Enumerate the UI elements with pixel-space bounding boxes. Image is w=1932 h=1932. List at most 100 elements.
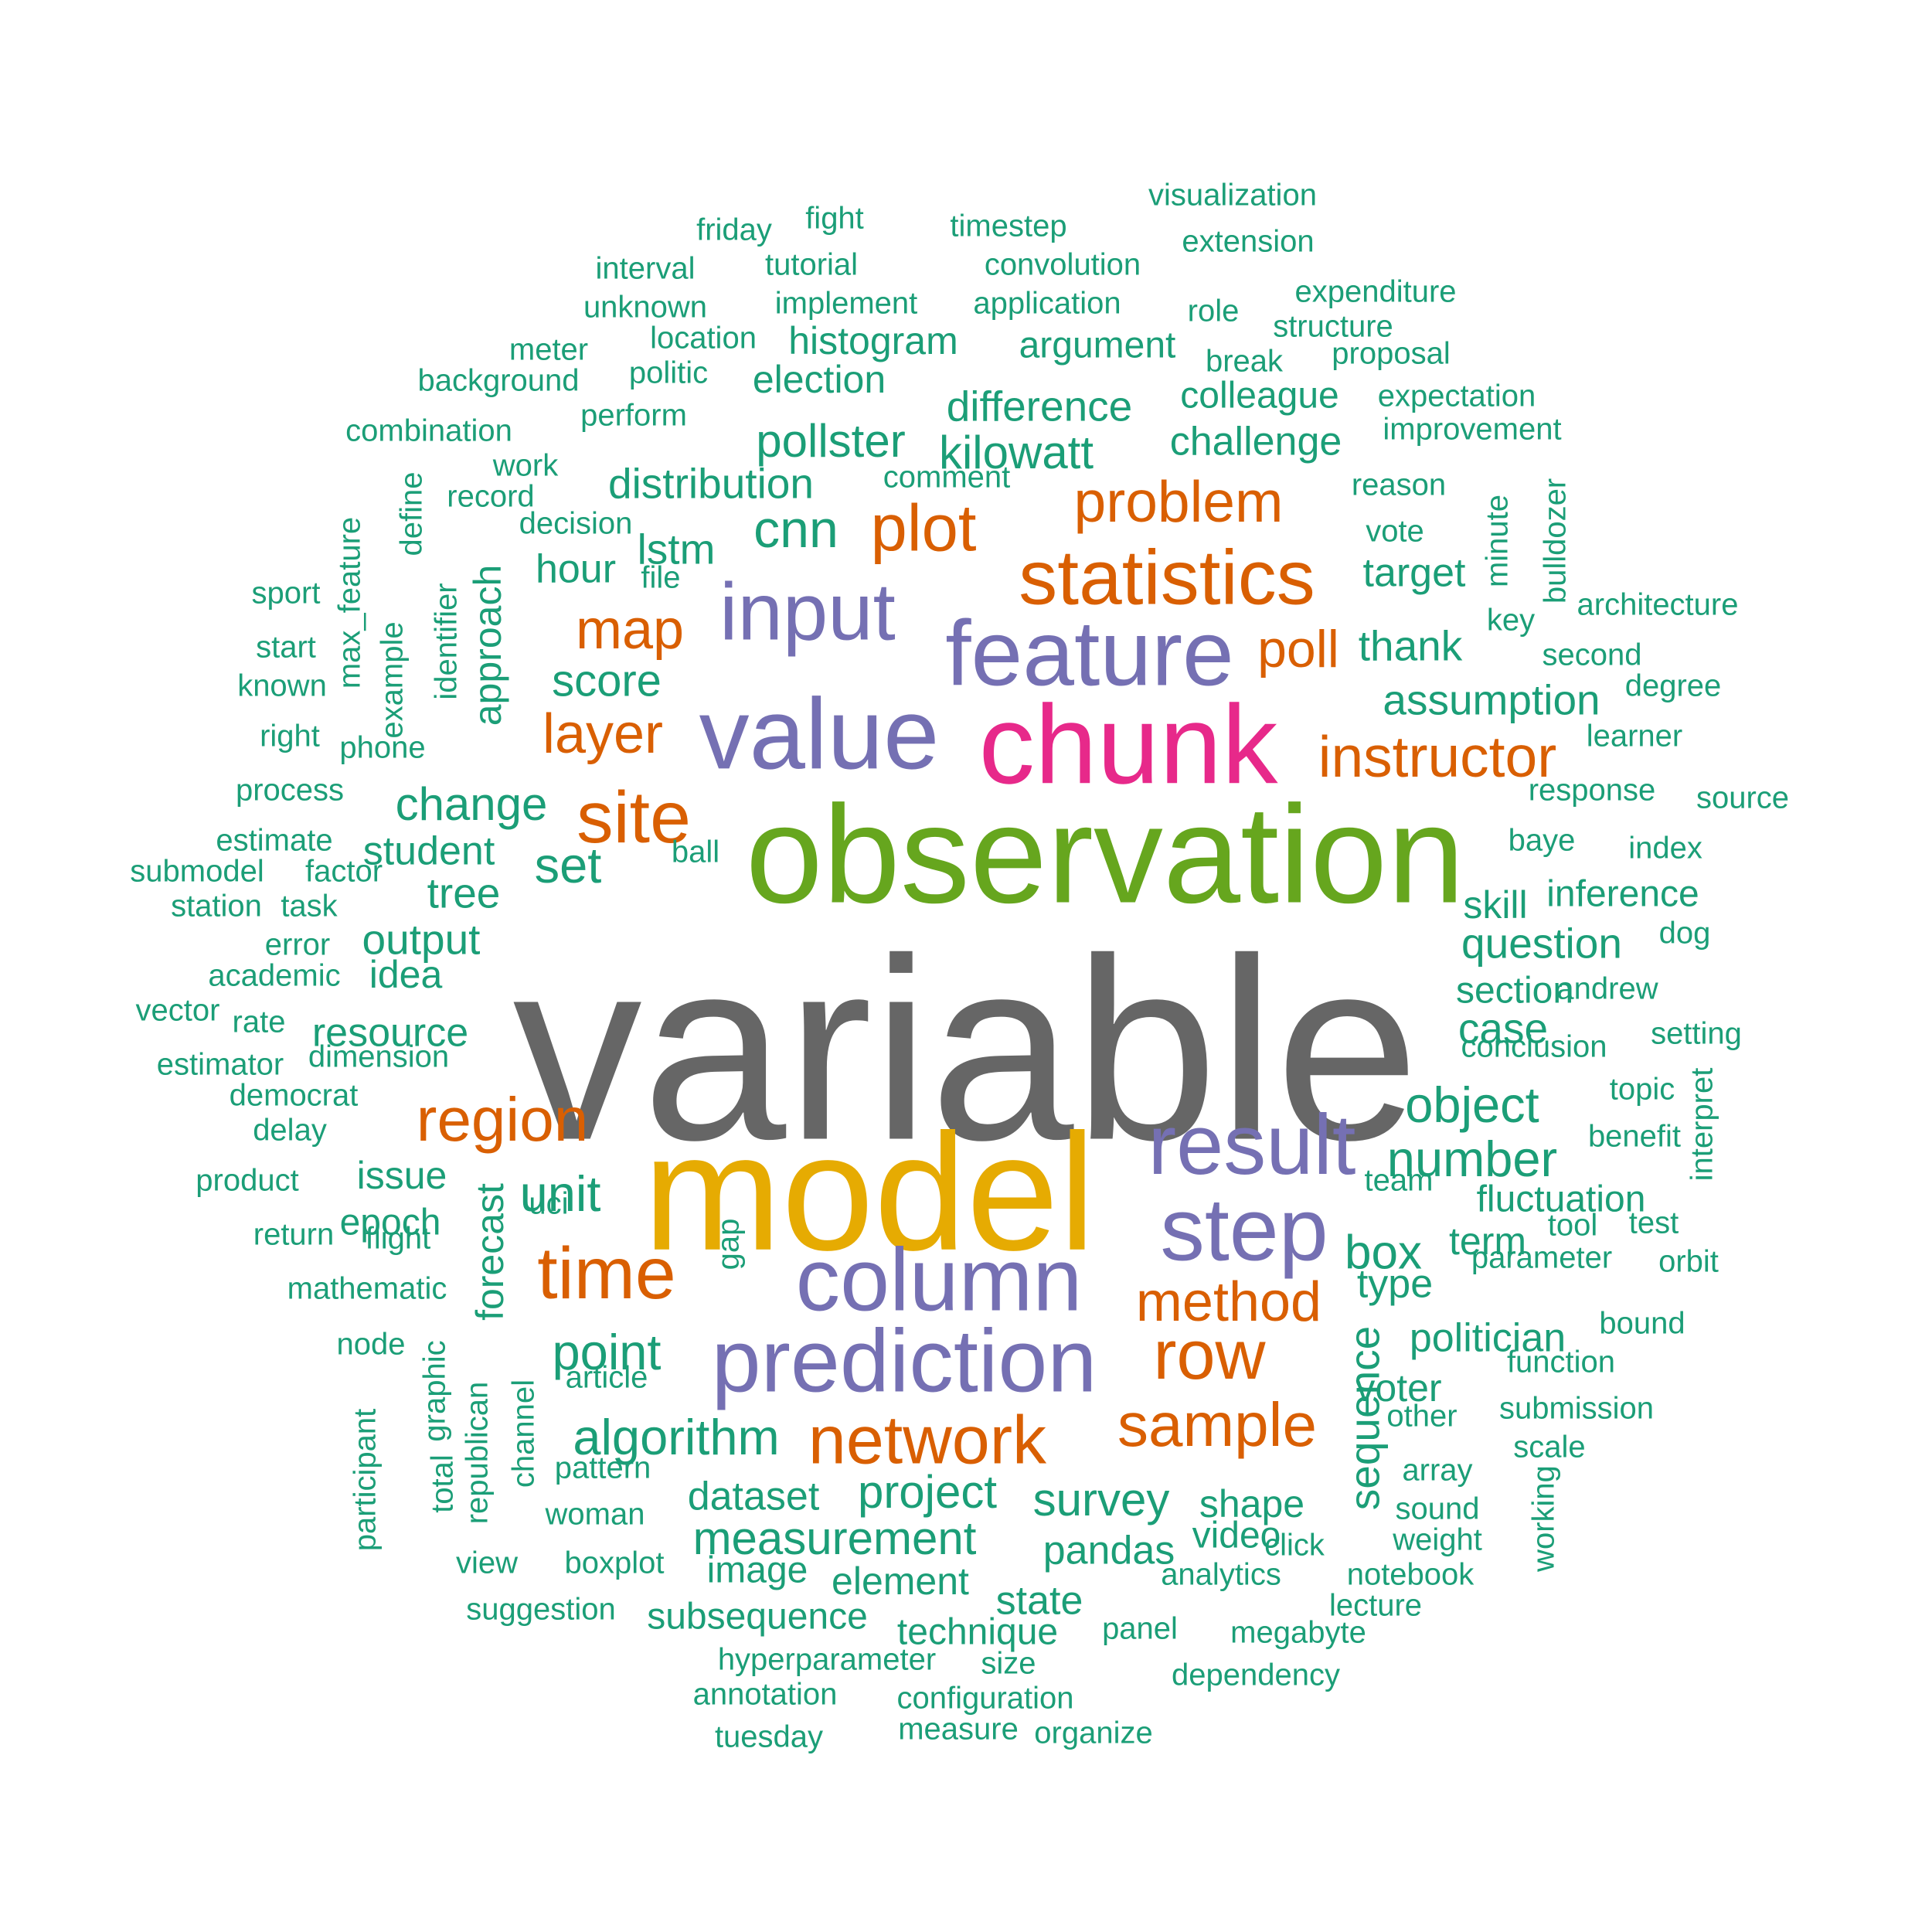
word-republican: republican	[461, 1382, 495, 1525]
word-resource: resource	[312, 1011, 468, 1056]
word-setting: setting	[1651, 1017, 1742, 1051]
word-shape: shape	[1199, 1482, 1304, 1526]
word-article: article	[566, 1361, 648, 1395]
word-key: key	[1487, 604, 1535, 638]
word-cnn: cnn	[753, 500, 838, 559]
word-total: total	[426, 1454, 460, 1513]
word-parameter: parameter	[1471, 1241, 1612, 1275]
word-video: video	[1192, 1515, 1281, 1556]
word-record: record	[447, 480, 534, 514]
word-size: size	[981, 1647, 1036, 1681]
word-structure: structure	[1273, 310, 1393, 344]
word-project: project	[858, 1466, 997, 1518]
word-andrew: andrew	[1556, 972, 1658, 1006]
word-station: station	[171, 889, 262, 923]
word-array: array	[1402, 1454, 1472, 1488]
word-dog: dog	[1659, 917, 1711, 951]
word-timestep: timestep	[950, 209, 1066, 243]
word-voter: voter	[1355, 1366, 1441, 1410]
word-woman: woman	[545, 1498, 645, 1532]
word-application: application	[973, 287, 1121, 321]
word-conclusion: conclusion	[1461, 1030, 1607, 1064]
word-background: background	[417, 364, 579, 398]
word-problem: problem	[1074, 469, 1284, 534]
word-forecast: forecast	[468, 1183, 512, 1321]
word-dependency: dependency	[1172, 1658, 1340, 1692]
word-meter: meter	[509, 333, 588, 367]
word-minute: minute	[1481, 495, 1515, 587]
word-case: case	[1458, 1005, 1548, 1053]
word-test: test	[1629, 1206, 1679, 1240]
word-flight: flight	[366, 1222, 431, 1256]
word-column: column	[796, 1230, 1083, 1329]
word-output: output	[362, 916, 481, 964]
word-orbit: orbit	[1658, 1245, 1719, 1279]
word-algorithm: algorithm	[573, 1409, 779, 1465]
word-combination: combination	[345, 414, 512, 448]
word-region: region	[417, 1085, 588, 1154]
word-index: index	[1628, 832, 1702, 866]
word-work: work	[492, 449, 559, 483]
word-degree: degree	[1625, 669, 1722, 703]
word-unit: unit	[520, 1165, 601, 1222]
word-tool: tool	[1548, 1209, 1598, 1243]
word-architecture: architecture	[1577, 588, 1739, 622]
word-delay: delay	[253, 1114, 327, 1148]
word-poll: poll	[1257, 620, 1339, 679]
word-target: target	[1363, 551, 1467, 596]
word-histogram: histogram	[788, 319, 958, 362]
word-implement: implement	[775, 287, 918, 321]
word-perform: perform	[580, 399, 687, 433]
word-measurement: measurement	[693, 1512, 977, 1564]
word-instructor: instructor	[1318, 724, 1556, 789]
word-epoch: epoch	[340, 1202, 441, 1243]
word-prediction: prediction	[712, 1311, 1097, 1410]
word-proposal: proposal	[1332, 337, 1450, 371]
word-democrat: democrat	[230, 1079, 359, 1113]
word-lstm: lstm	[638, 526, 716, 573]
word-expectation: expectation	[1378, 379, 1536, 413]
word-state: state	[996, 1579, 1083, 1624]
word-skill: skill	[1463, 883, 1527, 927]
word-gap: gap	[712, 1219, 746, 1270]
word-dataset: dataset	[688, 1475, 820, 1519]
word-location: location	[650, 321, 757, 355]
word-return: return	[253, 1218, 335, 1252]
word-argument: argument	[1019, 325, 1176, 366]
word-process: process	[236, 774, 344, 808]
word-working: working	[1527, 1465, 1561, 1573]
word-estimate: estimate	[216, 824, 332, 858]
word-approach: approach	[466, 565, 509, 726]
word-number: number	[1387, 1131, 1557, 1187]
word-layer: layer	[543, 703, 663, 765]
word-annotation: annotation	[693, 1678, 838, 1712]
word-site: site	[577, 777, 691, 859]
word-statistics: statistics	[1019, 534, 1315, 621]
word-notebook: notebook	[1347, 1558, 1475, 1592]
word-task: task	[281, 889, 338, 923]
word-convolution: convolution	[985, 248, 1141, 282]
word-benefit: benefit	[1588, 1120, 1681, 1154]
word-expenditure: expenditure	[1294, 275, 1456, 309]
word-topic: topic	[1610, 1073, 1675, 1107]
word-box: box	[1345, 1226, 1422, 1279]
word-participant: participant	[349, 1409, 383, 1552]
word-term: term	[1449, 1219, 1526, 1263]
word-election: election	[753, 358, 886, 401]
word-node: node	[337, 1328, 406, 1362]
word-pattern: pattern	[555, 1451, 651, 1485]
word-feature: feature	[945, 602, 1234, 706]
word-pollster: pollster	[756, 415, 905, 467]
word-sample: sample	[1117, 1390, 1317, 1459]
word-bound: bound	[1599, 1307, 1685, 1341]
word-identifier: identifier	[430, 583, 464, 699]
word-start: start	[256, 631, 316, 665]
word-row: row	[1153, 1317, 1266, 1394]
word-comment: comment	[883, 461, 1011, 495]
word-point: point	[553, 1324, 662, 1380]
word-panel: panel	[1102, 1612, 1178, 1646]
word-reason: reason	[1352, 468, 1446, 502]
word-student: student	[363, 829, 495, 874]
word-function: function	[1507, 1345, 1615, 1379]
